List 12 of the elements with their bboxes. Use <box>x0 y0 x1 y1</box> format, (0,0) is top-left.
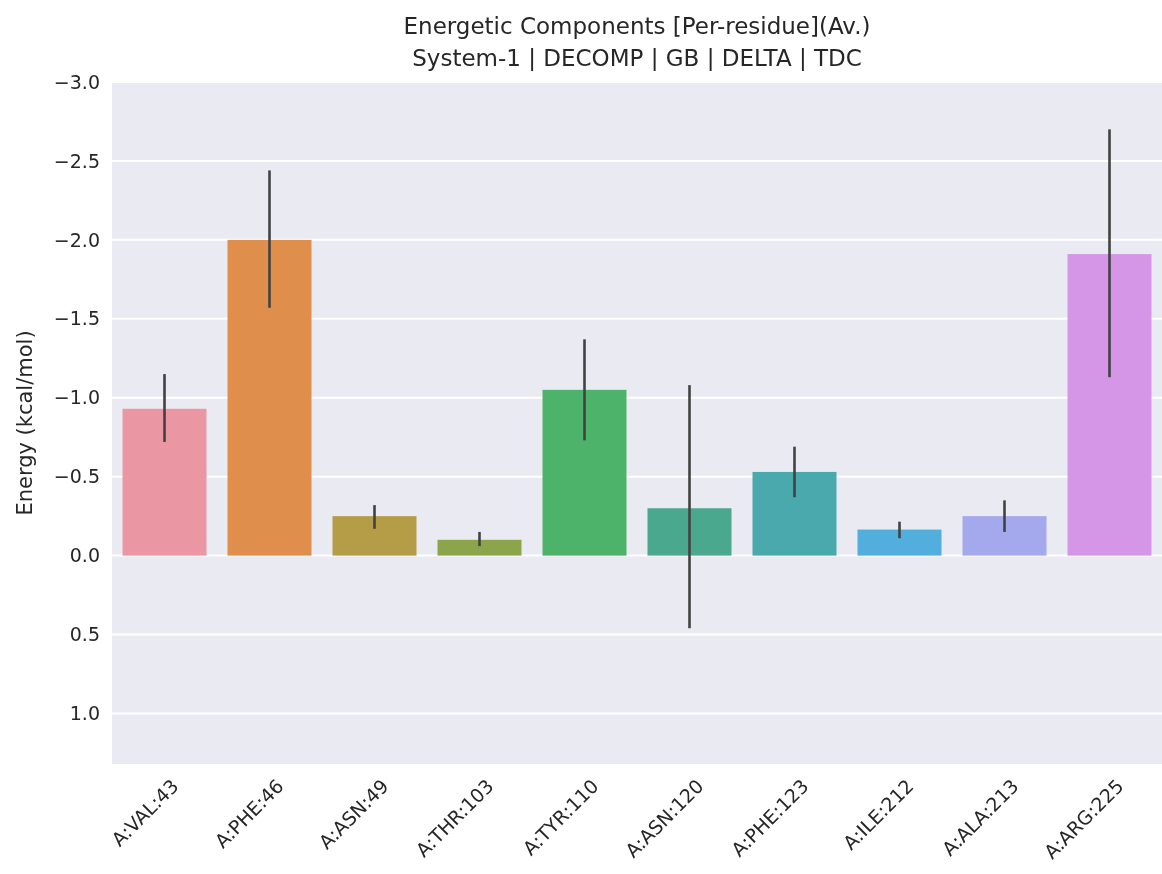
y-axis-title: Energy (kcal/mol) <box>13 330 37 516</box>
y-tick-label: 0.0 <box>69 544 100 567</box>
chart-subtitle: System-1 | DECOMP | GB | DELTA | TDC <box>412 45 862 71</box>
y-tick-label: −3.0 <box>53 70 100 93</box>
y-tick-label: −1.0 <box>53 386 100 409</box>
y-tick-label: −2.5 <box>53 149 100 172</box>
y-tick-label: 1.0 <box>69 702 100 725</box>
chart-title: Energetic Components [Per-residue](Av.) <box>403 13 871 39</box>
y-tick-label: 0.5 <box>69 623 100 646</box>
y-tick-label: −0.5 <box>53 465 100 488</box>
y-tick-label: −2.0 <box>53 228 100 251</box>
y-tick-label: −1.5 <box>53 307 100 330</box>
